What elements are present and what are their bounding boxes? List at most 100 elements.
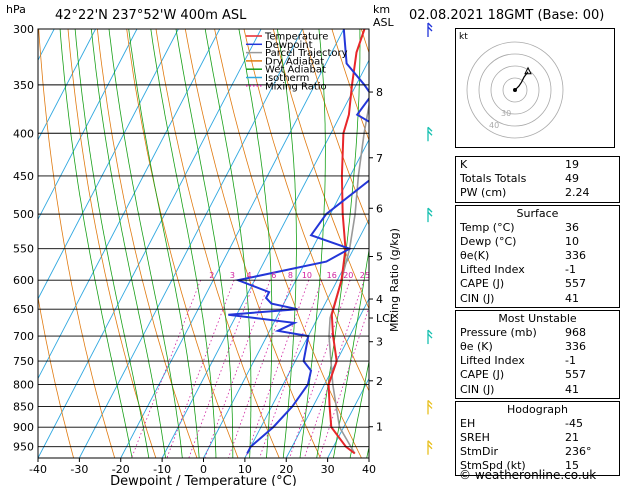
isotherm-line xyxy=(78,29,303,458)
dry-adiabat-line xyxy=(272,29,369,310)
x-tick-label: 20 xyxy=(279,463,293,476)
x-tick-label: 30 xyxy=(321,463,335,476)
isotherm-line xyxy=(38,29,96,141)
hodograph-stats-box: Hodograph EH -45 SREH 21 StmDir 236° StmSpd… xyxy=(455,400,620,476)
wind-barb-flag xyxy=(427,211,433,217)
wind-barb-flag xyxy=(427,440,433,446)
legend-label: Isotherm xyxy=(265,73,309,84)
wind-barb-flag xyxy=(427,207,433,213)
index-row: CAPE (J) 557 xyxy=(460,368,586,382)
hodograph-frame xyxy=(455,28,615,148)
x-axis-title: Dewpoint / Temperature (°C) xyxy=(110,474,297,486)
pressure-tick-label: 800 xyxy=(13,378,34,391)
isotherm-line xyxy=(285,297,369,458)
pressure-tick-label: 750 xyxy=(13,355,34,368)
km-tick-label: 2 xyxy=(376,375,383,388)
legend-label: Mixing Ratio xyxy=(265,81,327,92)
legend-label: Parcel Trajectory xyxy=(265,48,348,59)
wind-barb-flag xyxy=(427,126,433,132)
mixing-ratio-label: 8 xyxy=(288,271,293,280)
index-row: Lifted Index -1 xyxy=(460,354,576,368)
wind-barb-flag xyxy=(427,130,433,136)
most-unstable-box: Most Unstable Pressure (mb) 968 θe (K) 336… xyxy=(455,309,620,399)
pressure-tick-label: 900 xyxy=(13,421,34,434)
mixing-ratio-line xyxy=(289,280,351,458)
credit-text: © weatheronline.co.uk xyxy=(459,468,597,482)
mixing-ratio-line xyxy=(166,280,235,458)
isotherm-line xyxy=(38,29,179,300)
isotherm-line xyxy=(120,29,345,458)
km-tick-label: 4 xyxy=(376,293,383,306)
dry-adiabat-line xyxy=(38,29,116,458)
wind-barb-flag xyxy=(427,399,433,405)
isotherm-line xyxy=(327,377,369,458)
hodograph-ring xyxy=(502,77,528,103)
dry-adiabat-line xyxy=(360,29,369,54)
dry-adiabat-line xyxy=(449,29,450,458)
pressure-tick-label: 850 xyxy=(13,400,34,413)
pressure-tick-label: 400 xyxy=(13,127,34,140)
index-row: CAPE (J) 557 xyxy=(460,277,586,291)
hodograph-ring xyxy=(466,41,564,139)
mixing-ratio-line xyxy=(131,280,201,458)
dry-adiabat-line xyxy=(243,29,369,392)
x-tick-label: 40 xyxy=(362,463,376,476)
hodograph-unit-label: kt xyxy=(459,32,468,42)
isotherm-line xyxy=(0,29,13,458)
pressure-tick-label: 300 xyxy=(13,23,34,36)
dry-adiabat-line xyxy=(302,29,369,226)
km-tick-label: LCL xyxy=(376,312,397,325)
dry-adiabat-line xyxy=(67,29,157,458)
station-location: 42°22'N 237°52'W 400m ASL xyxy=(55,8,247,23)
dry-adiabat-line xyxy=(420,29,450,458)
hodograph-ring-label: 30 xyxy=(501,109,511,118)
storm-motion-marker xyxy=(524,66,532,75)
km-unit-label: km xyxy=(373,3,391,16)
legend-label: Dewpoint xyxy=(265,40,313,51)
pressure-tick-label: 650 xyxy=(13,303,34,316)
isotherm-line xyxy=(38,29,262,458)
hodograph-ring-label: 40 xyxy=(489,121,499,130)
pressure-tick-label: 350 xyxy=(13,79,34,92)
mixing-ratio-label: 10 xyxy=(302,271,312,280)
wind-barb-flag xyxy=(427,444,433,450)
index-row: θe (K) 336 xyxy=(460,340,586,354)
most-unstable-title: Most Unstable xyxy=(498,311,577,325)
wind-barb-flag xyxy=(427,329,433,335)
index-row: SREH 21 xyxy=(460,431,579,445)
index-row: Dewp (°C) 10 xyxy=(460,234,579,248)
km-tick-label: 5 xyxy=(376,250,383,263)
wet-adiabat-line xyxy=(150,29,217,458)
wet-adiabat-line xyxy=(59,29,133,458)
mixing-ratio-label: 16 xyxy=(327,271,337,280)
hodograph-ring xyxy=(478,53,552,127)
dewpoint-profile xyxy=(228,29,369,454)
index-row: PW (cm) 2.24 xyxy=(460,186,590,200)
index-row: CIN (J) 41 xyxy=(460,291,579,305)
forecast-datetime: 02.08.2021 18GMT (Base: 00) xyxy=(409,8,605,23)
index-row: Temp (°C) 36 xyxy=(460,220,579,234)
wet-adiabat-line xyxy=(204,29,252,458)
wind-barb-flag xyxy=(427,333,433,339)
index-row: Lifted Index -1 xyxy=(460,263,576,277)
dry-adiabat-line xyxy=(97,29,198,458)
index-row: StmSpd (kt) 15 xyxy=(460,459,579,473)
mixing-ratio-label: 4 xyxy=(246,271,251,280)
x-tick-label: -40 xyxy=(29,463,47,476)
pressure-tick-label: 550 xyxy=(13,243,34,256)
mixing-ratio-label: 6 xyxy=(271,271,276,280)
dry-adiabat-line xyxy=(38,294,74,458)
plot-area xyxy=(0,29,450,458)
index-row: EH -45 xyxy=(460,416,583,430)
pressure-tick-label: 950 xyxy=(13,441,34,454)
dry-adiabat-line xyxy=(126,29,239,458)
wet-adiabat-line xyxy=(349,359,369,458)
mixing-ratio-line xyxy=(245,280,310,458)
index-row: Pressure (mb) 968 xyxy=(460,325,586,339)
isotherm-line xyxy=(203,138,369,458)
hodograph-trace xyxy=(514,71,529,91)
km-tick-label: 6 xyxy=(376,202,383,215)
wind-barb-flag xyxy=(427,26,433,32)
skewt-diagram: 2 3 4 6 8 10 16 20 25300350400450500550600650700… xyxy=(0,22,450,486)
